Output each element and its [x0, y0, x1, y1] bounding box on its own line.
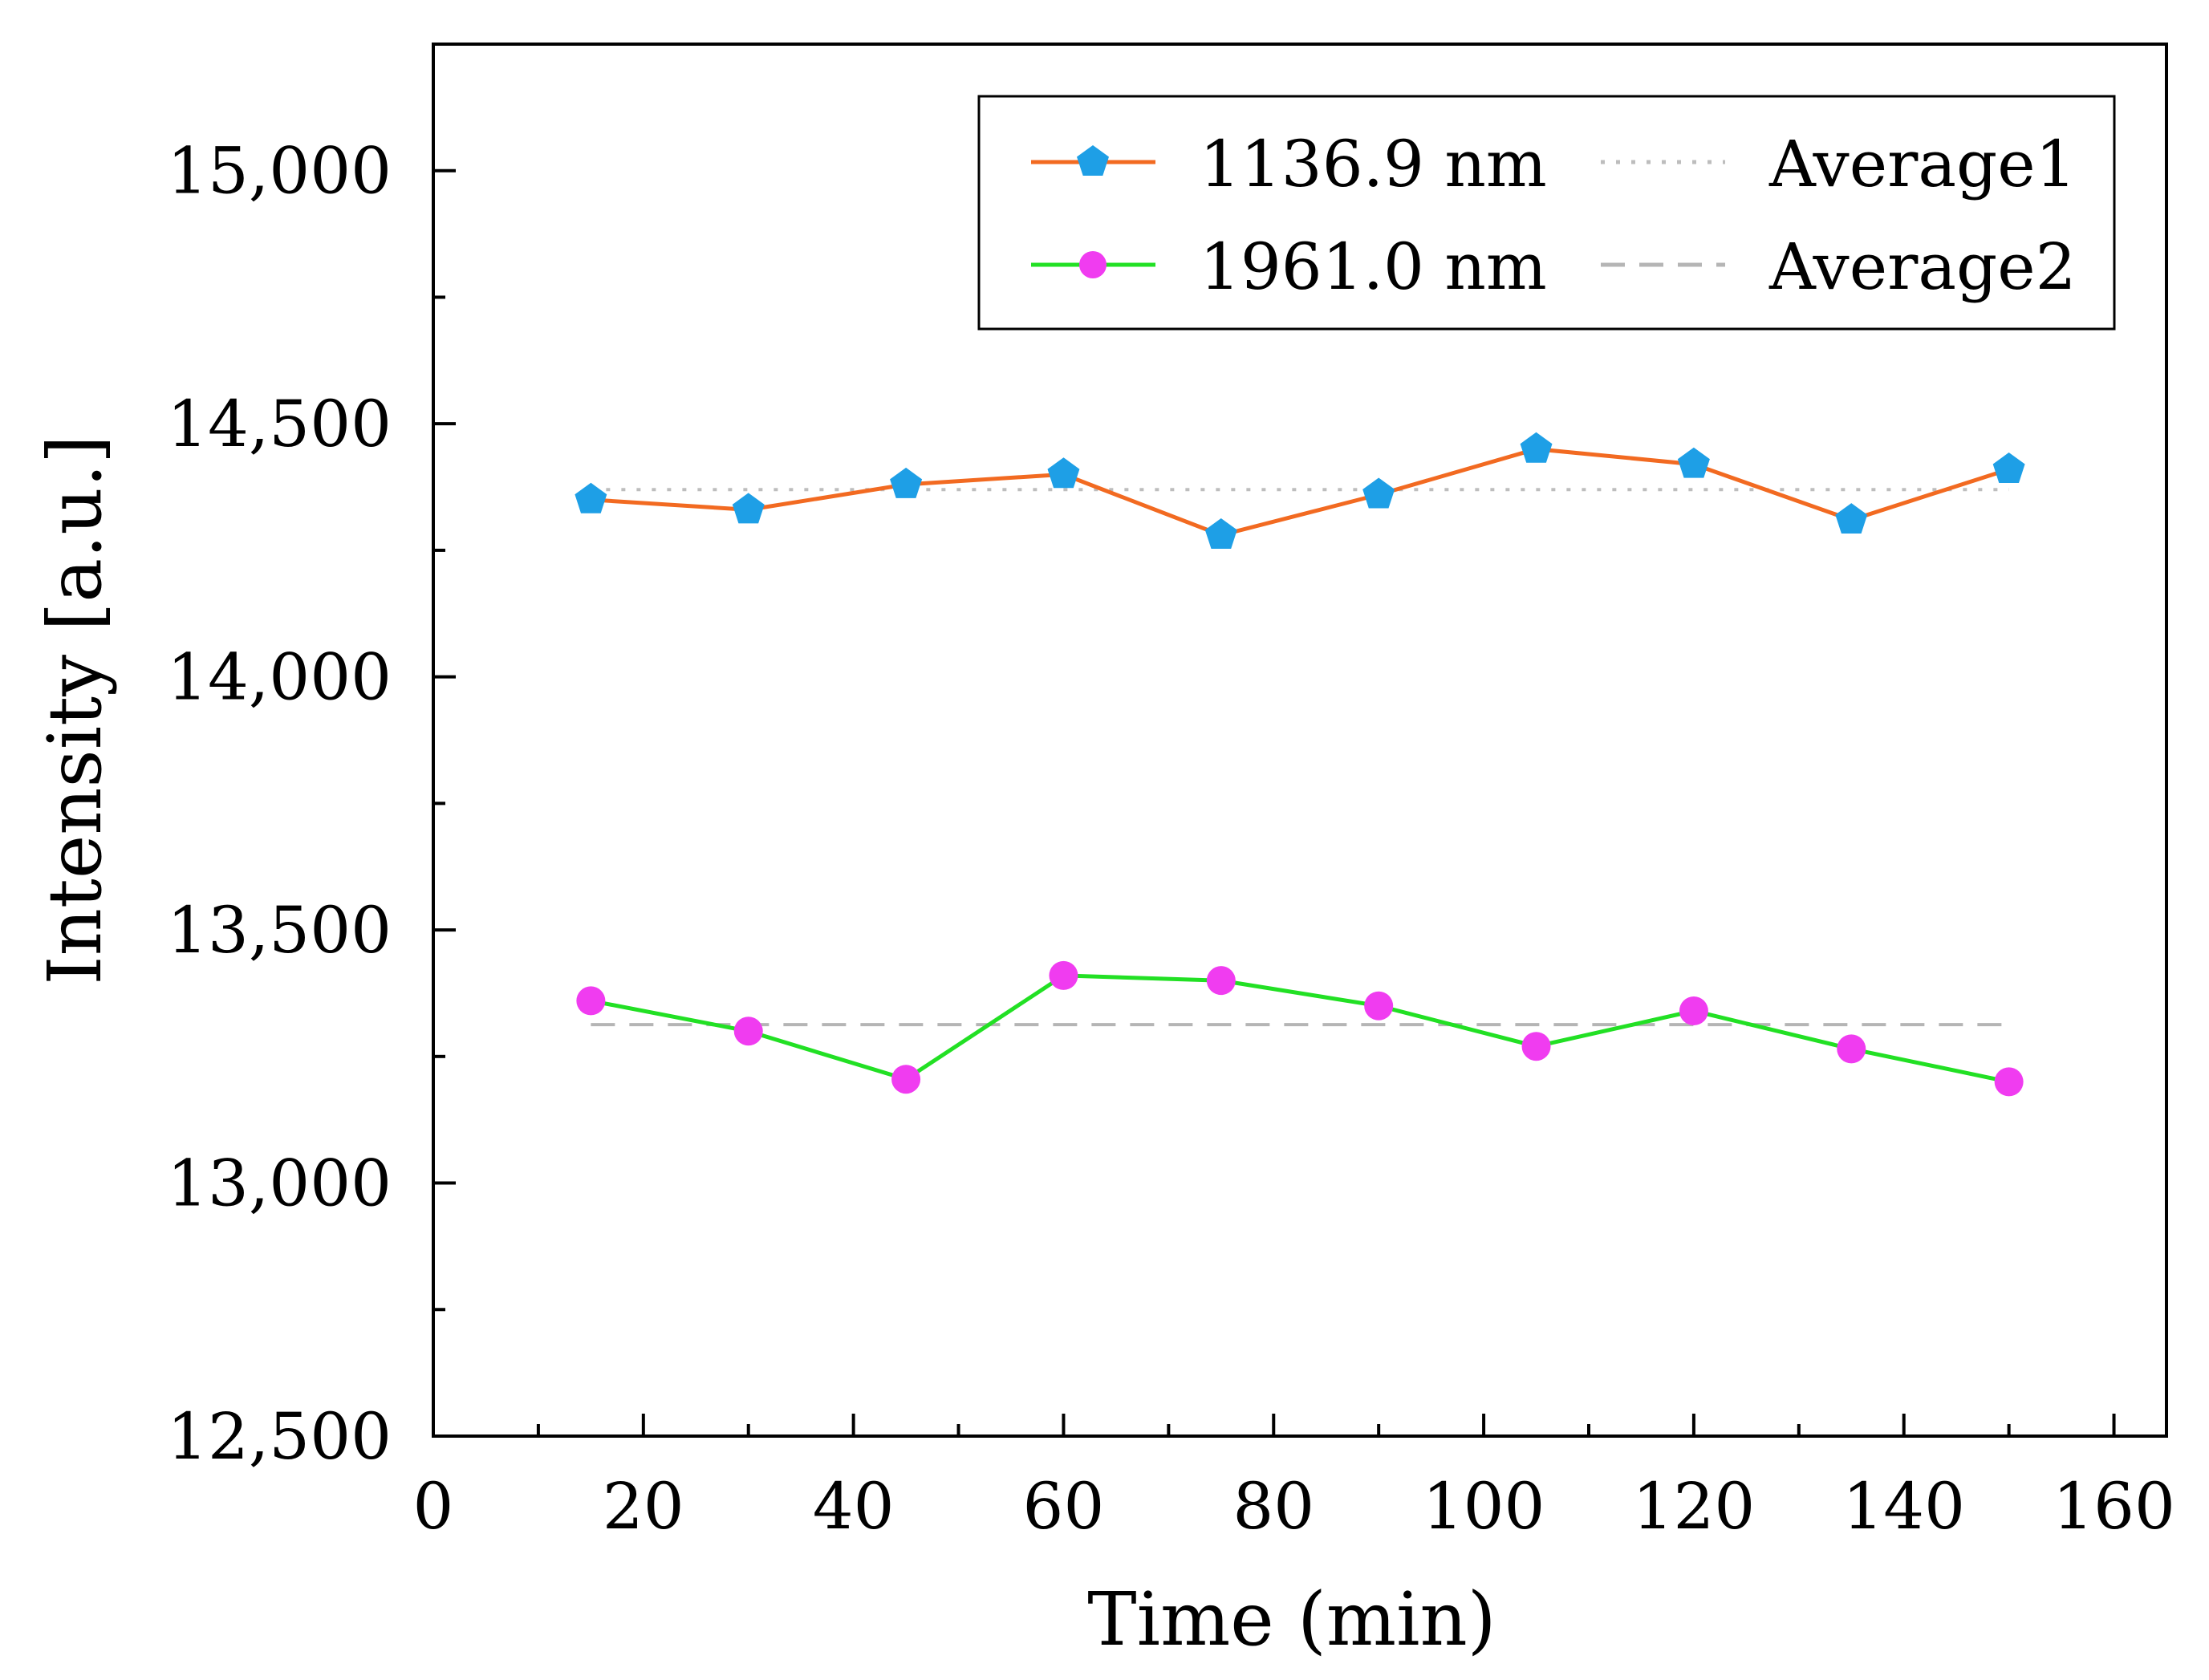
y-axis-title: Intensity [a.u.] — [32, 435, 118, 984]
series-line-2 — [590, 973, 2010, 1084]
y-tick-labels: 12,500 13,000 13,500 14,000 14,500 15,000 — [167, 134, 392, 1474]
x-tick-label: 140 — [1842, 1469, 1965, 1544]
x-tick-label: 40 — [813, 1469, 895, 1544]
legend-box — [977, 95, 2116, 331]
x-tick-label: 160 — [2053, 1469, 2175, 1544]
data-point-series-1 — [1992, 452, 2025, 483]
data-point-series-1 — [1204, 518, 1237, 549]
legend: 1136.9 nm Average1 1961.0 nm Average2 — [977, 95, 2116, 331]
y-tick-label: 14,000 — [167, 640, 392, 715]
series-line-1 — [591, 447, 2010, 538]
average-lines — [591, 488, 2009, 1027]
y-tick-label: 15,000 — [167, 134, 392, 209]
y-tick-label: 12,500 — [167, 1399, 392, 1474]
legend-label-series-1: 1136.9 nm — [1200, 127, 1547, 201]
data-point-series-2 — [891, 1065, 921, 1094]
x-axis-title: Time (min) — [1087, 1577, 1496, 1662]
data-point-series-2 — [1206, 966, 1236, 996]
data-point-series-1 — [1047, 457, 1080, 489]
data-point-series-1 — [575, 482, 607, 513]
data-point-series-2 — [1521, 1032, 1551, 1061]
legend-marker-series-2 — [1079, 251, 1107, 278]
data-point-series-2 — [1364, 991, 1394, 1021]
y-tick-label: 13,000 — [167, 1146, 392, 1221]
y-tick-label: 14,500 — [167, 387, 392, 461]
x-tick-label: 80 — [1232, 1469, 1314, 1544]
x-tick-label: 60 — [1023, 1469, 1105, 1544]
legend-label-average-2: Average2 — [1768, 229, 2076, 304]
data-point-series-1 — [1520, 432, 1553, 463]
x-tick-label: 100 — [1423, 1469, 1545, 1544]
x-tick-label: 20 — [603, 1469, 684, 1544]
data-point-series-1 — [890, 467, 923, 498]
data-point-series-1 — [732, 493, 765, 524]
legend-label-series-2: 1961.0 nm — [1200, 229, 1547, 304]
data-point-series-2 — [576, 986, 606, 1016]
data-point-series-1 — [1362, 477, 1395, 509]
data-point-series-2 — [1994, 1067, 2024, 1097]
x-tick-labels: 0 20 40 60 80 100 120 140 160 — [413, 1469, 2175, 1544]
data-point-series-1 — [1677, 447, 1710, 478]
data-point-series-2 — [733, 1017, 763, 1046]
data-point-series-2 — [1837, 1034, 1866, 1064]
series-markers — [575, 432, 2025, 1097]
series-lines — [590, 447, 2010, 1084]
legend-marker-series-1 — [1077, 145, 1109, 176]
x-tick-label: 120 — [1633, 1469, 1756, 1544]
ticks — [432, 168, 2116, 1438]
plot-frame — [432, 43, 2168, 1438]
legend-label-average-1: Average1 — [1768, 127, 2076, 201]
data-point-series-2 — [1679, 996, 1708, 1026]
data-point-series-1 — [1835, 503, 1868, 534]
y-tick-label: 13,500 — [167, 893, 392, 968]
data-point-series-2 — [1049, 960, 1078, 990]
x-tick-label: 0 — [413, 1469, 454, 1544]
